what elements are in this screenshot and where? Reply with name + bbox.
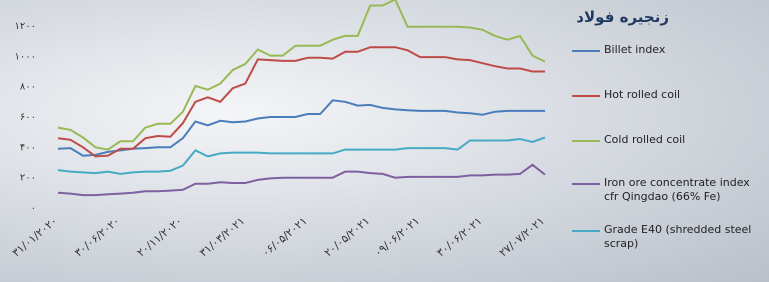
- legend-swatch: [572, 183, 600, 185]
- series-line: [58, 138, 545, 174]
- series-line: [58, 165, 545, 195]
- y-tick-label: ۴۰۰: [20, 142, 36, 153]
- legend-swatch: [572, 140, 600, 142]
- y-tick-label: ۱۰۰۰: [15, 51, 36, 62]
- x-tick-label: ۳۰/۰۶/۲۰۲۰: [72, 214, 122, 259]
- series-line: [58, 0, 545, 150]
- y-tick-label: ۲۰۰: [20, 173, 36, 184]
- y-tick-label: ۸۰۰: [20, 82, 36, 93]
- y-tick-label: ۰: [31, 203, 36, 214]
- y-tick-label: ۶۰۰: [20, 112, 36, 123]
- x-tick-label: ۰۶/۰۵/۲۰۲۱: [259, 214, 309, 259]
- x-tick-label: ۲۷/۰۷/۲۰۲۱: [497, 214, 547, 259]
- chart: ۰ ۲۰۰ ۴۰۰ ۶۰۰ ۸۰۰ ۱۰۰۰ ۱۲۰۰ ۳۱/۰۱/۲۰۲۰ ۳۰/۰۶/۲۰۲…: [0, 0, 769, 282]
- legend-label: Iron ore concentrate index cfr Qingdao (…: [604, 176, 764, 204]
- legend-label: Cold rolled coil: [604, 133, 764, 147]
- x-tick-label: ۲۰/۱۱/۲۰۲۰: [135, 214, 185, 259]
- x-tick-label: ۰۹/۰۶/۲۰۲۱: [372, 214, 422, 259]
- legend-label: Billet index: [604, 43, 764, 57]
- legend-swatch: [572, 95, 600, 97]
- x-tick-label: ۲۰/۰۵/۲۰۲۱: [322, 214, 372, 259]
- x-tick-label: ۳۱/۰۱/۲۰۲۰: [10, 214, 60, 259]
- series-line: [58, 100, 545, 155]
- x-tick-label: ۳۰/۰۶/۲۰۲۱: [434, 214, 484, 259]
- legend-label: Hot rolled coil: [604, 88, 764, 102]
- legend-swatch: [572, 50, 600, 52]
- chart-title: زنجیره فولاد: [576, 8, 669, 26]
- x-tick-label: ۳۱/۰۳/۲۰۲۱: [197, 214, 247, 259]
- legend-label: Grade E40 (shredded steel scrap): [604, 223, 764, 251]
- legend-swatch: [572, 230, 600, 232]
- y-tick-label: ۱۲۰۰: [15, 21, 36, 32]
